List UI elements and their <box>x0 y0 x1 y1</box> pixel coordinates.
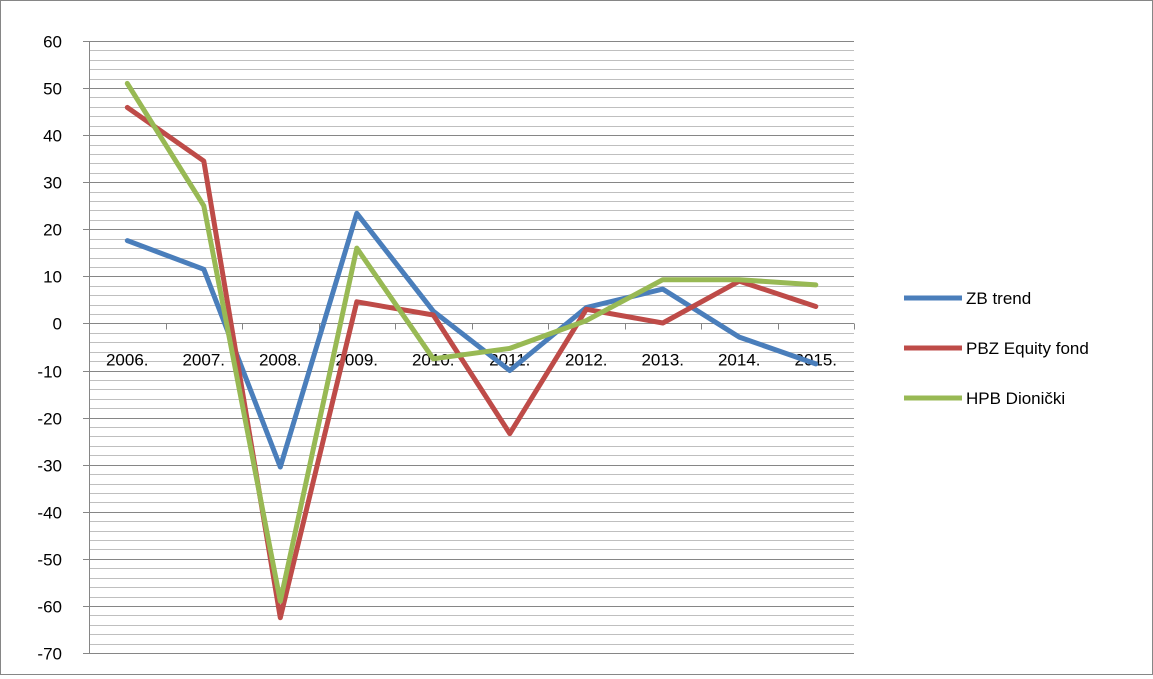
legend-label: PBZ Equity fond <box>966 339 1089 358</box>
y-tick-label: 20 <box>43 221 62 240</box>
x-tick-label: 2007. <box>182 351 225 370</box>
x-tick-label: 2006. <box>106 351 149 370</box>
series-line <box>124 210 819 470</box>
y-tick-label: 10 <box>43 268 62 287</box>
series-line <box>124 80 819 604</box>
legend: ZB trend PBZ Equity fond HPB Dionički <box>904 289 1089 408</box>
y-tick-label: 60 <box>43 33 62 52</box>
y-tick-label: -20 <box>37 410 62 429</box>
x-tick-label: 2008. <box>259 351 302 370</box>
legend-label: HPB Dionički <box>966 389 1065 408</box>
axes <box>83 41 855 653</box>
x-tick-label: 2015. <box>794 351 837 370</box>
series-line <box>124 104 819 621</box>
y-tick-label: -70 <box>37 645 62 664</box>
y-tick-label: -40 <box>37 504 62 523</box>
series-lines <box>124 80 819 621</box>
y-tick-label: 0 <box>53 315 62 334</box>
x-tick-label: 2013. <box>641 351 684 370</box>
y-tick-label: -50 <box>37 551 62 570</box>
y-tick-label: -30 <box>37 457 62 476</box>
legend-label: ZB trend <box>966 289 1031 308</box>
x-tick-label: 2012. <box>565 351 608 370</box>
y-tick-label: -10 <box>37 363 62 382</box>
y-tick-label: 30 <box>43 174 62 193</box>
y-tick-label: -60 <box>37 598 62 617</box>
y-axis-tick-labels: -70 -60 -50 -40 -30 -20 -10 0 10 20 30 40 50 60 <box>37 33 62 664</box>
y-tick-label: 50 <box>43 80 62 99</box>
grid-lines <box>83 41 854 654</box>
y-tick-label: 40 <box>43 127 62 146</box>
x-tick-label: 2014. <box>718 351 761 370</box>
